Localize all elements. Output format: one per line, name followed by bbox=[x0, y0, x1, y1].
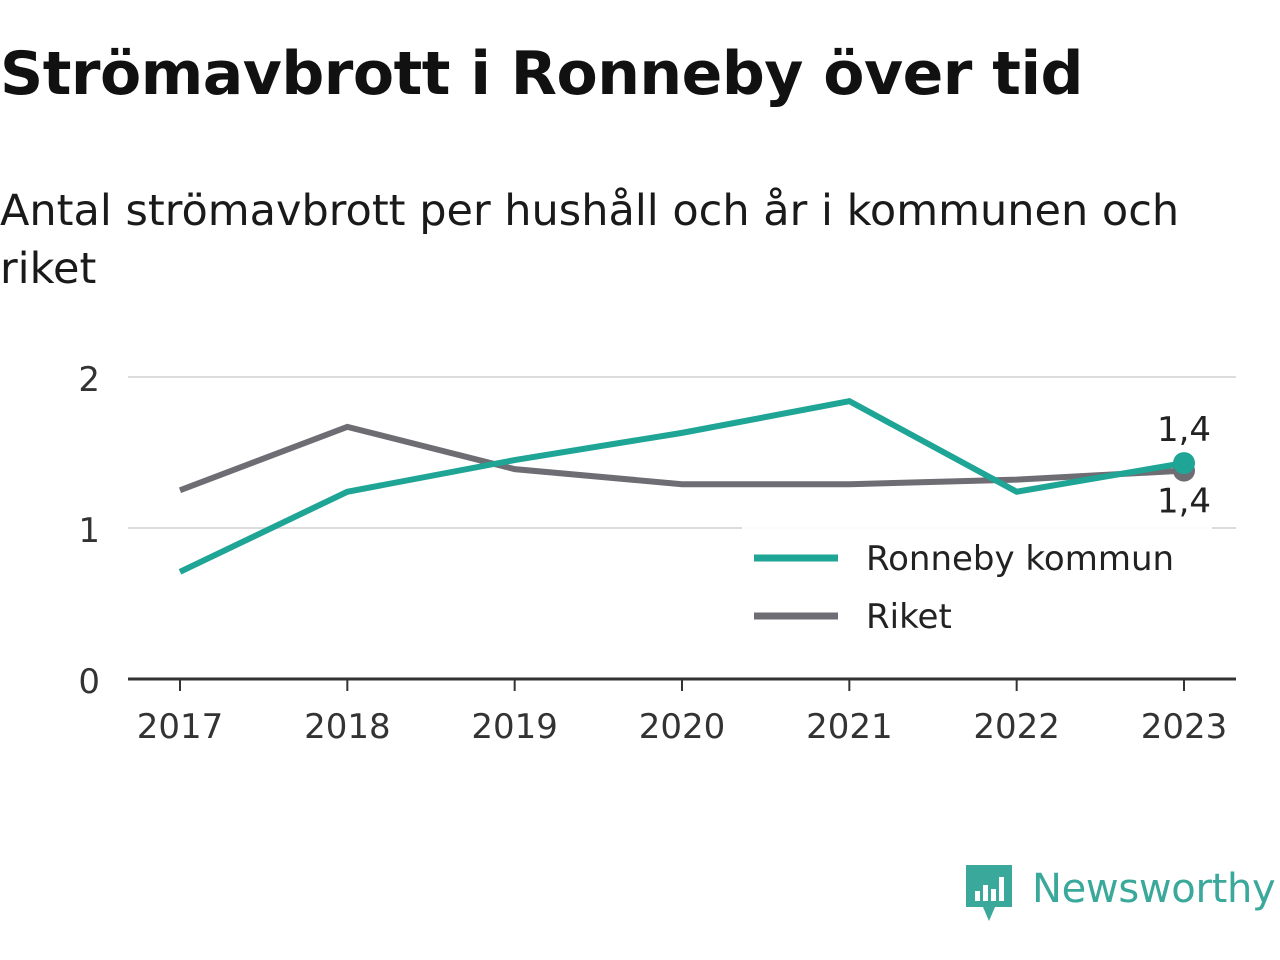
legend-label: Ronneby kommun bbox=[866, 539, 1174, 579]
end-value-label: 1,4 bbox=[1157, 410, 1211, 450]
end-value-label: 1,4 bbox=[1157, 482, 1211, 522]
chart-title: Strömavbrott i Ronneby över tid bbox=[0, 39, 1084, 109]
x-tick-label: 2018 bbox=[304, 707, 391, 747]
legend-background bbox=[742, 527, 1212, 647]
newsworthy-logo: Newsworthy bbox=[964, 862, 1276, 926]
x-tick-label: 2019 bbox=[471, 707, 558, 747]
chart-subtitle: Antal strömavbrott per hushåll och år i … bbox=[0, 186, 1180, 294]
x-tick-label: 2017 bbox=[137, 707, 224, 747]
x-tick-label: 2021 bbox=[806, 707, 893, 747]
brand-name: Newsworthy bbox=[1032, 866, 1276, 912]
grid-layer bbox=[128, 376, 1236, 529]
series-line-0 bbox=[178, 398, 1185, 575]
series-end-point-0 bbox=[1173, 452, 1195, 475]
x-tick-label: 2022 bbox=[973, 707, 1060, 747]
legend-layer: Ronneby kommun Riket bbox=[742, 527, 1212, 647]
x-tick-label: 2023 bbox=[1141, 707, 1228, 747]
x-tick-label: 2020 bbox=[639, 707, 726, 747]
y-tick-label: 2 bbox=[78, 360, 100, 400]
label-layer: 1,4 1,4 bbox=[1157, 410, 1211, 522]
series-layer bbox=[178, 398, 1195, 575]
y-tick-label: 1 bbox=[78, 511, 100, 551]
series-line-1 bbox=[178, 423, 1185, 494]
y-tick-label: 0 bbox=[78, 662, 100, 702]
legend-label: Riket bbox=[866, 597, 952, 637]
line-chart: 0 1 2 2017 2018 2019 2020 2021 2022 2023 1,4 1,4 R… bbox=[78, 360, 1236, 747]
bar-chart-speech-bubble-icon bbox=[966, 865, 1012, 921]
axis-layer: 0 1 2 2017 2018 2019 2020 2021 2022 2023 bbox=[78, 360, 1236, 747]
